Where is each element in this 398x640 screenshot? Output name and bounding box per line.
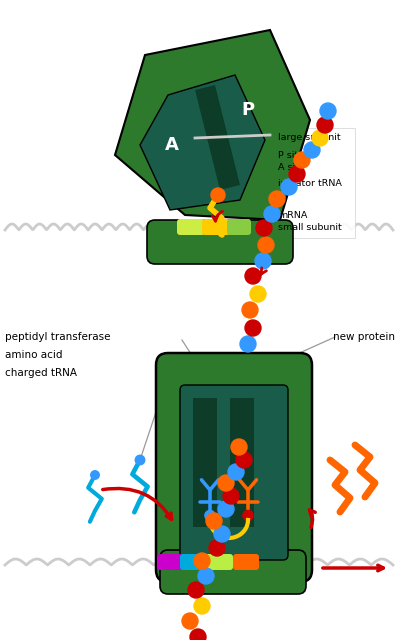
Circle shape [281, 179, 297, 195]
Circle shape [289, 166, 305, 182]
FancyBboxPatch shape [233, 554, 259, 570]
FancyBboxPatch shape [205, 554, 233, 570]
FancyBboxPatch shape [193, 398, 217, 527]
FancyBboxPatch shape [157, 554, 183, 570]
Circle shape [194, 598, 210, 614]
Circle shape [91, 471, 99, 479]
Circle shape [188, 582, 204, 598]
Circle shape [190, 629, 206, 640]
Circle shape [211, 188, 225, 202]
Circle shape [205, 511, 215, 520]
FancyBboxPatch shape [270, 128, 355, 238]
Circle shape [209, 540, 225, 556]
FancyBboxPatch shape [177, 219, 205, 235]
Circle shape [243, 511, 253, 520]
Circle shape [206, 513, 222, 529]
FancyBboxPatch shape [180, 554, 211, 570]
Text: new protein: new protein [333, 332, 395, 342]
Circle shape [135, 455, 145, 465]
Circle shape [223, 488, 239, 504]
Text: initiator tRNA: initiator tRNA [278, 179, 342, 188]
Circle shape [269, 191, 285, 207]
Circle shape [198, 568, 214, 584]
Text: large subunit: large subunit [278, 134, 341, 143]
Text: peptidyl transferase: peptidyl transferase [5, 332, 111, 342]
Polygon shape [140, 75, 265, 210]
Circle shape [250, 286, 266, 302]
Text: amino acid: amino acid [5, 350, 62, 360]
FancyBboxPatch shape [227, 219, 251, 235]
Circle shape [264, 206, 280, 222]
Circle shape [236, 452, 252, 468]
FancyBboxPatch shape [147, 220, 293, 264]
Circle shape [240, 336, 256, 352]
Text: charged tRNA: charged tRNA [5, 368, 77, 378]
Circle shape [242, 302, 258, 318]
Circle shape [214, 526, 230, 542]
Polygon shape [115, 30, 310, 220]
Circle shape [245, 320, 261, 336]
Circle shape [304, 142, 320, 158]
Text: small subunit: small subunit [278, 223, 342, 232]
FancyBboxPatch shape [202, 219, 230, 235]
FancyBboxPatch shape [156, 353, 312, 582]
Text: mRNA: mRNA [278, 211, 307, 220]
FancyBboxPatch shape [180, 385, 288, 560]
Circle shape [194, 553, 210, 569]
Circle shape [218, 501, 234, 517]
Circle shape [256, 220, 272, 236]
Circle shape [255, 253, 271, 269]
Circle shape [182, 613, 198, 629]
Circle shape [245, 268, 261, 284]
Text: A: A [165, 136, 179, 154]
Circle shape [228, 464, 244, 480]
Polygon shape [195, 85, 240, 190]
Circle shape [294, 152, 310, 168]
FancyBboxPatch shape [160, 550, 306, 594]
Circle shape [218, 475, 234, 491]
Text: P site: P site [278, 150, 304, 159]
Circle shape [258, 237, 274, 253]
Circle shape [317, 117, 333, 133]
Circle shape [231, 439, 247, 455]
Text: A site: A site [278, 163, 305, 173]
Text: P: P [242, 101, 255, 119]
FancyBboxPatch shape [230, 398, 254, 527]
Circle shape [312, 130, 328, 146]
Circle shape [320, 103, 336, 119]
